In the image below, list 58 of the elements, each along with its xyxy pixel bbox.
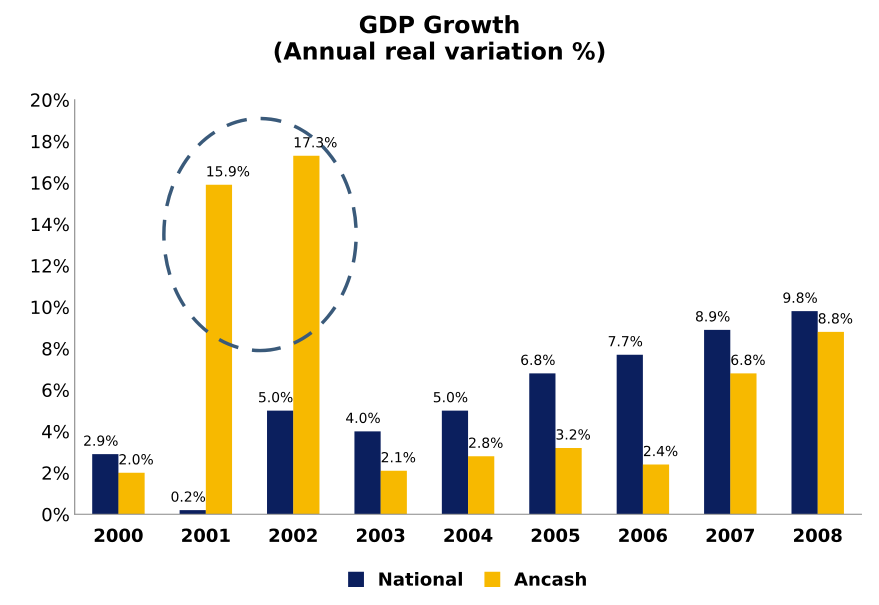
bar bbox=[791, 311, 818, 514]
x-tick-label: 2008 bbox=[794, 528, 842, 542]
data-label: 7.7% bbox=[608, 336, 642, 346]
bar bbox=[118, 472, 145, 514]
x-tick-label: 2000 bbox=[94, 528, 143, 542]
data-label: 2.0% bbox=[119, 454, 153, 465]
x-tick-label: 2001 bbox=[182, 528, 230, 542]
data-label: 2.8% bbox=[469, 437, 503, 448]
legend-label: Ancash bbox=[514, 572, 586, 586]
bar bbox=[354, 431, 381, 514]
y-tick-label: 18% bbox=[32, 134, 69, 148]
bar bbox=[380, 470, 407, 514]
x-tick-label: 2002 bbox=[270, 528, 317, 542]
bar bbox=[442, 410, 468, 514]
data-label: 8.9% bbox=[696, 311, 730, 322]
y-tick-label: 8% bbox=[42, 342, 69, 356]
y-tick-label: 2% bbox=[42, 466, 69, 480]
data-label: 5.0% bbox=[434, 392, 468, 402]
y-tick-label: 16% bbox=[32, 176, 69, 190]
data-label: 3.2% bbox=[556, 429, 590, 440]
y-tick-label: 20% bbox=[31, 93, 69, 107]
data-label: 2.9% bbox=[84, 435, 118, 446]
x-tick-label: 2005 bbox=[532, 528, 580, 542]
bar bbox=[92, 454, 118, 514]
bar bbox=[642, 464, 670, 514]
y-tick-label: 0% bbox=[42, 508, 69, 522]
data-label: 2.4% bbox=[644, 446, 678, 456]
legend-label: National bbox=[379, 572, 462, 586]
bar bbox=[704, 330, 730, 514]
data-label: 6.8% bbox=[521, 354, 555, 366]
x-tick-label: 2003 bbox=[356, 528, 404, 542]
y-tick-label: 12% bbox=[32, 259, 69, 273]
data-label: 9.8% bbox=[783, 292, 817, 303]
bar bbox=[206, 184, 232, 514]
bar bbox=[818, 332, 844, 514]
data-label: 4.0% bbox=[346, 412, 380, 424]
y-tick-label: 4% bbox=[42, 424, 69, 438]
y-tick-label: 14% bbox=[32, 218, 69, 232]
y-tick-label: 6% bbox=[42, 383, 69, 398]
x-tick-label: 2004 bbox=[444, 528, 492, 542]
bar bbox=[468, 456, 494, 514]
data-label: 0.2% bbox=[171, 491, 206, 502]
x-tick-label: 2007 bbox=[706, 528, 754, 542]
bar bbox=[616, 354, 643, 514]
data-label: 8.8% bbox=[818, 313, 852, 324]
bar bbox=[267, 410, 294, 514]
data-label: 17.3% bbox=[294, 137, 337, 148]
y-tick-label: 10% bbox=[32, 300, 69, 314]
data-label: 2.1% bbox=[382, 452, 416, 462]
x-tick-label: 2006 bbox=[619, 528, 668, 542]
bar bbox=[730, 373, 757, 514]
data-label: 15.9% bbox=[207, 166, 250, 177]
chart-title: GDP Growth (Annual real variation %) bbox=[274, 15, 604, 63]
data-label: 6.8% bbox=[731, 354, 765, 366]
bar bbox=[555, 448, 582, 514]
bar bbox=[293, 156, 320, 514]
data-label: 5.0% bbox=[259, 392, 292, 402]
bar bbox=[529, 373, 556, 514]
